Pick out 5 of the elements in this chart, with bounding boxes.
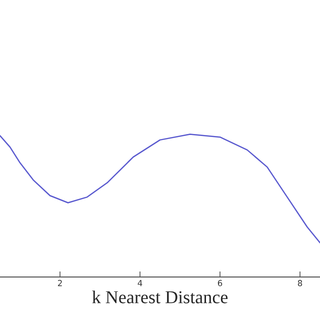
- x-tick-label: 2: [58, 280, 62, 286]
- x-tick-label: 6: [218, 280, 222, 286]
- x-axis-title: k Nearest Distance: [92, 290, 228, 304]
- x-tick-label: 4: [138, 280, 142, 286]
- x-tick-label: 8: [298, 280, 302, 286]
